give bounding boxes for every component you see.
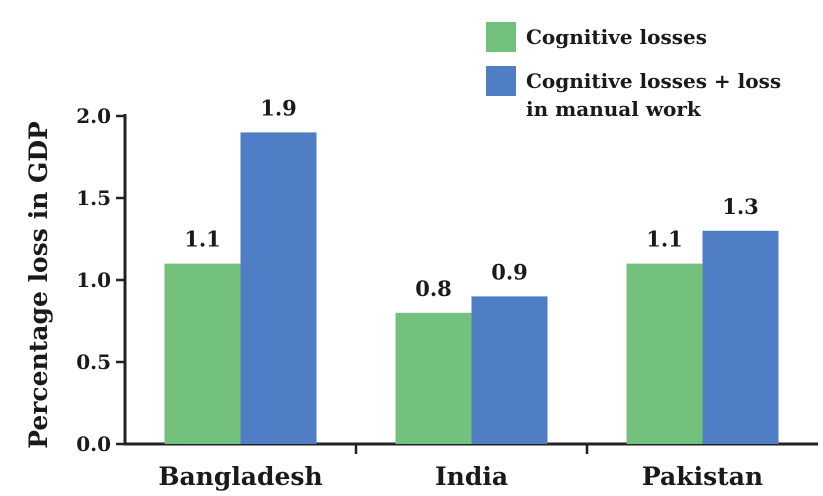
x-category-label: Pakistan — [642, 462, 763, 491]
data-label: 1.1 — [184, 227, 221, 252]
legend: Cognitive losses Cognitive losses + loss i… — [486, 22, 781, 121]
legend-swatch — [486, 22, 516, 52]
bar — [702, 230, 779, 444]
y-tick-label: 1.5 — [76, 186, 111, 210]
bars — [164, 132, 779, 444]
bar — [395, 312, 472, 444]
data-labels: 1.1 1.9 0.8 0.9 1.1 1.3 — [184, 95, 759, 300]
y-axis-title: Percentage loss in GDP — [24, 121, 53, 449]
x-category-label: India — [435, 462, 508, 491]
bar — [240, 132, 317, 444]
data-label: 0.9 — [491, 259, 528, 284]
bar — [164, 263, 241, 444]
legend-swatch — [486, 66, 516, 96]
data-label: 1.9 — [260, 95, 297, 120]
axes: 0.0 0.5 1.0 1.5 2.0 Bangladesh India Pakistan — [76, 104, 818, 491]
data-label: 1.3 — [722, 194, 759, 219]
bar — [626, 263, 703, 444]
data-label: 0.8 — [415, 276, 452, 301]
y-tick-label: 1.0 — [76, 268, 111, 292]
data-label: 1.1 — [646, 227, 683, 252]
y-tick-label: 0.5 — [76, 350, 111, 374]
y-tick-label: 2.0 — [76, 104, 111, 128]
x-category-label: Bangladesh — [158, 462, 322, 491]
y-tick-label: 0.0 — [76, 432, 111, 456]
bar — [471, 296, 548, 444]
legend-label: Cognitive losses — [526, 25, 707, 49]
legend-label: Cognitive losses + loss in manual work — [526, 69, 781, 121]
y-axis-title-group: Percentage loss in GDP — [24, 121, 53, 449]
